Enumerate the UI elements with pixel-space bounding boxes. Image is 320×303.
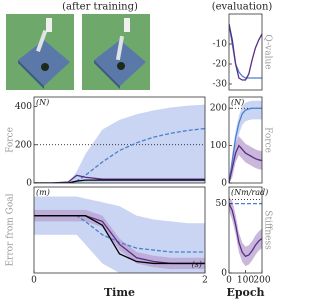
band [229,100,262,183]
y-tick-label: -10 [213,40,228,50]
x-tick-label: 2 [202,276,208,286]
series-line [34,179,205,183]
annotation: (s) [192,260,202,269]
y-axis-label: Force [263,127,273,153]
annotation: (Nm/rad) [231,188,268,197]
x-tick-label: 0 [31,276,37,286]
x-tick-label: 200 [253,276,270,286]
plot-area [229,196,262,267]
plot-area [34,196,205,273]
y-axis-label: Force [6,127,16,153]
y-tick-label: 100 [210,141,227,151]
annotation: (N) [36,98,49,107]
y-tick-label: -20 [213,60,228,70]
series-line [34,127,205,183]
series-line [229,203,262,258]
panel-title: (after training) [62,2,138,13]
annotation: (N) [231,98,244,107]
render-image [82,14,150,90]
series-line [229,144,262,183]
plot-area [34,104,205,183]
y-tick-label: 50 [216,199,228,209]
y-tick-label: 0 [221,269,227,279]
plot-area [229,23,262,81]
plot-frame [228,13,263,91]
y-tick-label: 200 [15,140,32,150]
render-image [6,14,74,90]
y-tick-label: 0 [221,179,227,189]
x-tick-label: 0 [226,276,232,286]
y-axis-label: Error from Goal [6,193,16,266]
y-axis-label: Stiffness [263,210,273,250]
y-tick-label: 200 [210,104,227,114]
y-axis-label: Q-value [263,34,273,69]
band [34,104,205,183]
x-axis-label: Epoch [226,286,264,299]
figure: (after training) (evaluation) -30 -20 -10 Q… [6,2,273,300]
annotation: (m) [36,188,50,197]
series-line [229,107,262,183]
x-axis-label: Time [104,286,135,299]
panel-title: (evaluation) [212,2,273,13]
plot-area [229,100,262,183]
series-line [229,23,262,81]
plot-frame [33,96,206,184]
y-tick-label: 400 [15,102,32,112]
plot-frame [228,96,263,184]
x-tick-label: 100 [237,276,254,286]
plot-frame [33,186,206,274]
y-tick-label: -30 [213,80,228,90]
band [34,209,205,270]
series-line [34,215,205,265]
series-line [34,174,205,183]
y-tick-label: 0 [26,179,32,189]
